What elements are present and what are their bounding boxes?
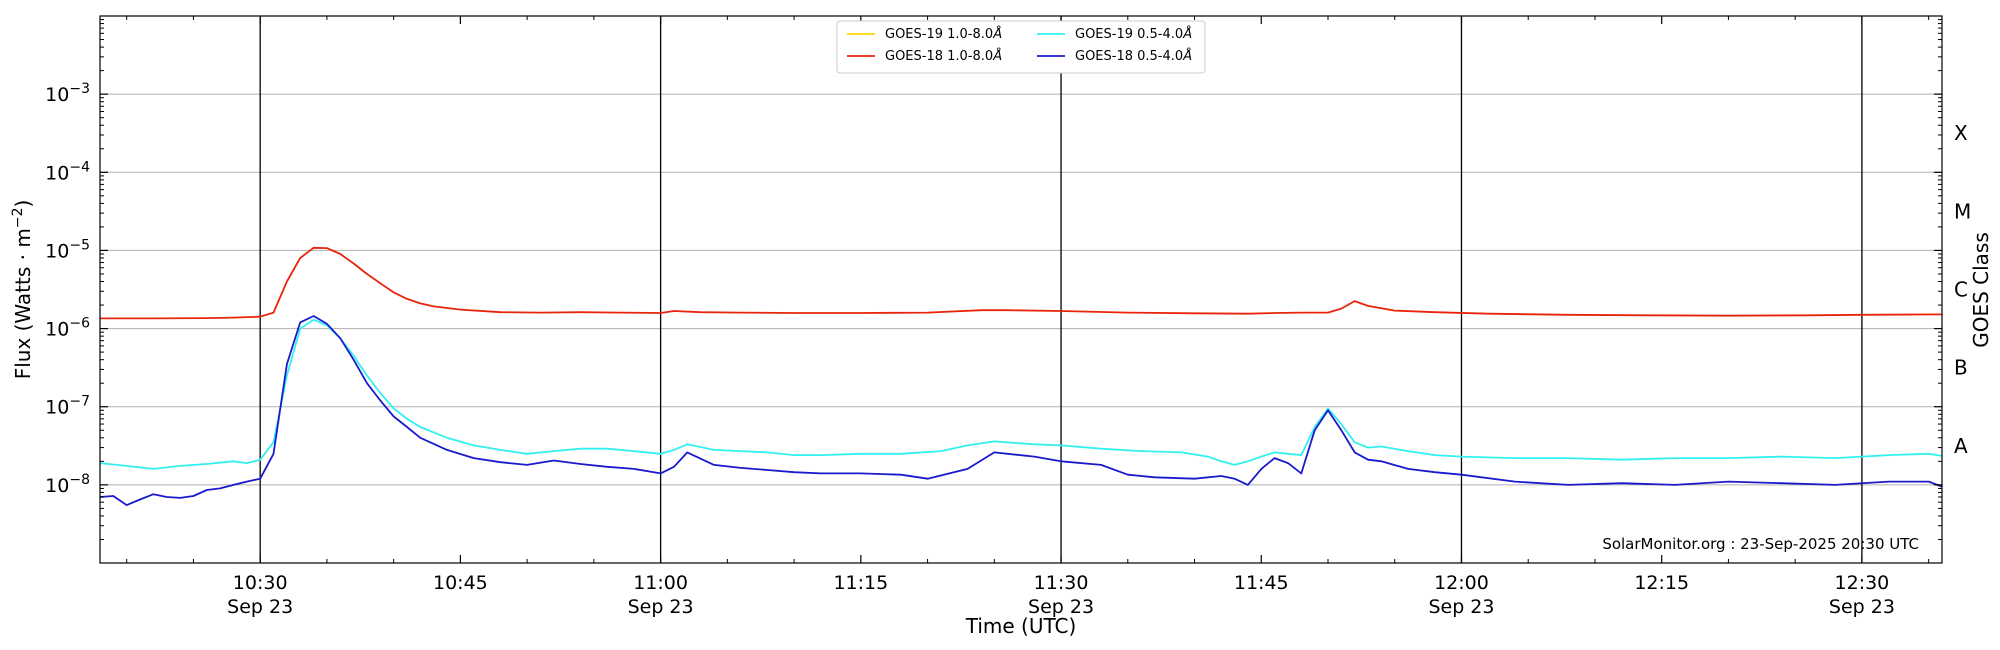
x-tick-label: 11:15 [833, 572, 888, 594]
x-tick-date-label: Sep 23 [1028, 596, 1094, 618]
goes-class-axis-title: GOES Class [1969, 232, 1993, 348]
x-tick-label: 10:45 [433, 572, 488, 594]
x-tick-label: 12:00 [1434, 572, 1489, 594]
legend-label-2: GOES-19 0.5-4.0Å [1075, 26, 1192, 42]
grid-lines [100, 93, 1942, 486]
legend-box [836, 20, 1206, 74]
x-tick-label: 11:45 [1234, 572, 1289, 594]
y-tick-label: 10−8 [45, 472, 90, 497]
data-series [99, 246, 1943, 507]
axis-ticks [100, 16, 1942, 563]
x-axis-title: Time (UTC) [965, 614, 1077, 638]
series-line-2 [99, 318, 1943, 470]
x-tick-label: 10:30 [233, 572, 288, 594]
goes-class-label: M [1954, 199, 1971, 223]
goes-class-label: X [1954, 121, 1968, 145]
y-axis-title-main: Flux (Watts · m [11, 228, 35, 379]
y-axis-title-close: ) [11, 200, 35, 208]
x-tick-label: 12:15 [1634, 572, 1689, 594]
source-annotation: SolarMonitor.org : 23-Sep-2025 20:30 UTC [1602, 535, 1919, 553]
x-tick-date-label: Sep 23 [227, 596, 293, 618]
series-line-1 [100, 246, 1943, 320]
goes-class-label: B [1954, 356, 1968, 380]
legend: GOES-19 1.0-8.0Å GOES-18 1.0-8.0Å GOES-19 … [836, 20, 1206, 74]
legend-label-3: GOES-18 0.5-4.0Å [1075, 48, 1192, 64]
plot-frame [99, 15, 1943, 564]
y-axis-title: Flux (Watts · m−2) [10, 200, 35, 380]
y-tick-label: 10−7 [45, 394, 90, 419]
legend-label-0: GOES-19 1.0-8.0Å [885, 26, 1002, 42]
y-axis-title-exponent: −2 [10, 208, 26, 229]
goes-class-label: A [1954, 434, 1968, 458]
x-tick-label: 11:30 [1034, 572, 1089, 594]
y-tick-label: 10−4 [45, 159, 90, 184]
y-tick-label: 10−3 [45, 81, 90, 106]
goes-class-label: C [1954, 278, 1968, 302]
x-tick-date-label: Sep 23 [1428, 596, 1494, 618]
legend-label-1: GOES-18 1.0-8.0Å [885, 48, 1002, 64]
x-tick-date-label: Sep 23 [1829, 596, 1895, 618]
x-tick-date-label: Sep 23 [628, 596, 694, 618]
y-tick-label: 10−6 [45, 316, 90, 341]
series-line-3 [99, 315, 1943, 507]
day-marker-lines [259, 16, 1863, 563]
x-tick-label: 12:30 [1835, 572, 1890, 594]
x-tick-label: 11:00 [633, 572, 688, 594]
y-tick-label: 10−5 [45, 237, 90, 262]
